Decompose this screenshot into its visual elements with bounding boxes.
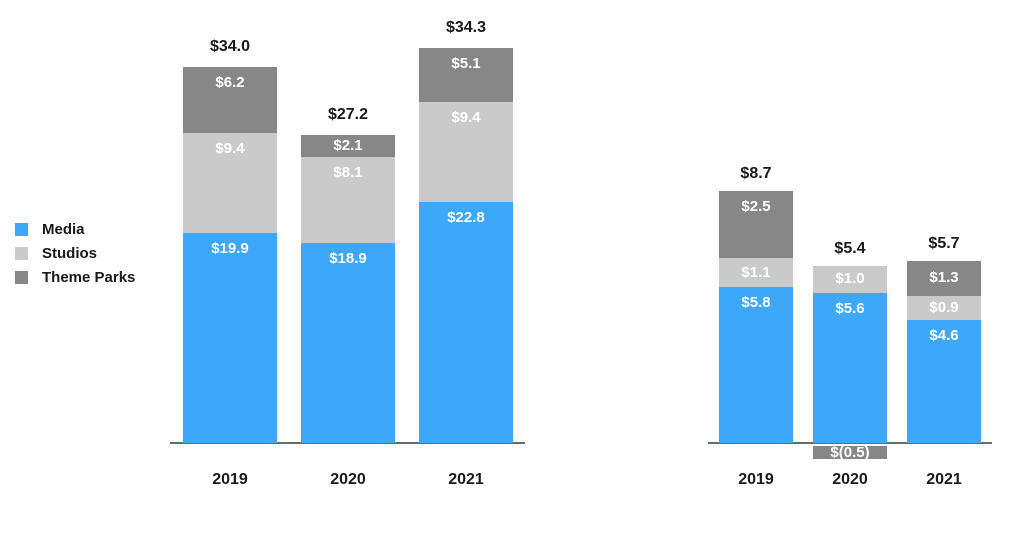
bar-segment-media-2020 <box>301 243 395 444</box>
segment-value-label: $9.4 <box>215 139 245 157</box>
legend-label-studios: Studios <box>42 244 97 262</box>
category-label-2020: 2020 <box>832 471 868 488</box>
total-value-label: $5.7 <box>928 234 960 252</box>
legend-item-studios: Studios <box>15 241 135 265</box>
segment-value-label: $1.3 <box>929 268 959 286</box>
legend-label-media: Media <box>42 220 85 238</box>
bar-segment-theme-parks-2021 <box>907 260 981 296</box>
category-label-2021: 2021 <box>448 471 484 488</box>
bar-segment-media-2019 <box>183 232 277 444</box>
segment-value-label: $1.1 <box>741 263 771 281</box>
bar-segment-media-2020 <box>813 292 887 444</box>
category-label-2020: 2020 <box>330 471 366 488</box>
bar-segment-studios-2020 <box>813 265 887 293</box>
segment-value-label: $4.6 <box>929 326 959 344</box>
theme-parks-swatch-icon <box>15 270 28 284</box>
segment-value-label: $2.5 <box>741 197 771 215</box>
bar-segment-studios-2019 <box>719 257 793 288</box>
segment-value-label: $22.8 <box>447 208 485 226</box>
legend-label-theme-parks: Theme Parks <box>42 268 136 286</box>
legend: Media Studios Theme Parks <box>15 217 135 289</box>
segment-value-label: $9.4 <box>451 109 481 127</box>
segment-value-label: $1.0 <box>835 269 865 287</box>
media-swatch-icon <box>15 222 28 236</box>
bar-segment-studios-2021 <box>907 295 981 320</box>
total-value-label: $8.7 <box>740 164 772 182</box>
studios-swatch-icon <box>15 246 28 260</box>
category-label-2019: 2019 <box>212 471 248 488</box>
bar-segment-theme-parks-2019 <box>719 190 793 258</box>
bar-segment-theme-parks-2020 <box>301 135 395 158</box>
total-value-label: $34.0 <box>209 38 251 56</box>
total-value-label: $34.3 <box>445 19 487 37</box>
total-value-label: $27.2 <box>327 106 369 124</box>
segment-value-label: $6.2 <box>215 74 245 92</box>
bar-segment-media-2021 <box>419 201 513 444</box>
segment-value-label: $5.6 <box>835 299 865 317</box>
bar-segment-media-2021 <box>907 319 981 444</box>
bar-segment-studios-2019 <box>183 132 277 233</box>
segment-value-label: $8.1 <box>333 164 363 182</box>
bar-segment-theme-parks-2021 <box>419 48 513 103</box>
segment-value-label: $0.9 <box>929 298 959 316</box>
legend-item-theme-parks: Theme Parks <box>15 265 135 289</box>
segment-value-label: $18.9 <box>329 250 367 268</box>
category-label-2019: 2019 <box>738 471 774 488</box>
bar-segment-theme-parks-2020 <box>813 445 887 459</box>
segment-value-label: $19.9 <box>211 239 249 257</box>
segment-value-label: $5.8 <box>741 294 771 312</box>
segment-value-label: $5.1 <box>451 55 481 73</box>
legend-item-media: Media <box>15 217 135 241</box>
bar-segment-studios-2021 <box>419 102 513 202</box>
segment-value-label: $2.1 <box>333 137 363 155</box>
total-value-label: $5.4 <box>834 239 866 257</box>
segment-value-label: $(0.5) <box>830 445 870 459</box>
bar-segment-theme-parks-2019 <box>183 67 277 133</box>
bar-segment-studios-2020 <box>301 157 395 244</box>
category-label-2021: 2021 <box>926 471 962 488</box>
bar-segment-media-2019 <box>719 287 793 444</box>
